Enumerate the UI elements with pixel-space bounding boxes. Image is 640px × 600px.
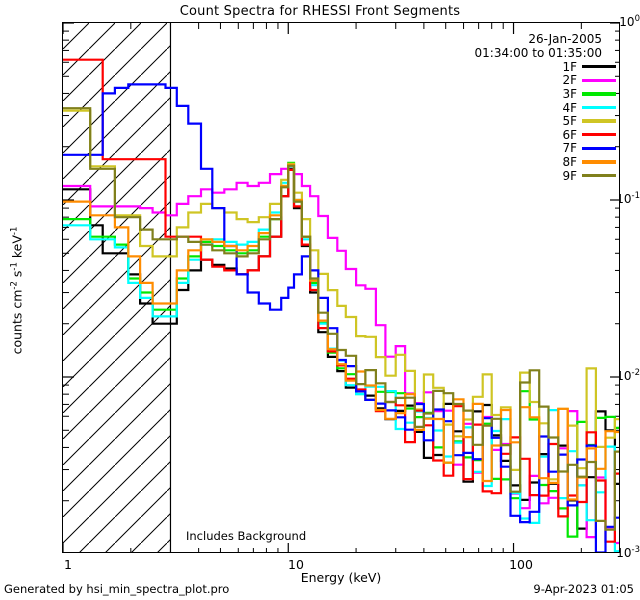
x-tick-label-1: 1 (64, 557, 72, 572)
legend-entry-3f: 3F (430, 87, 620, 101)
hatched-exclusion-region (63, 23, 172, 552)
y-axis-exp-1: -2 (9, 281, 20, 290)
legend-color-swatch (582, 78, 616, 83)
spectrum-line-9f (63, 107, 619, 531)
legend-entry-7f: 7F (430, 141, 620, 156)
legend: 26-Jan-2005 01:34:00 to 01:35:00 1F 2F 3F 4… (430, 32, 620, 183)
legend-entry-label: 4F (562, 100, 577, 115)
spectra-svg (63, 23, 619, 552)
x-tick-label-100: 100 (509, 557, 533, 572)
legend-entries: 1F 2F 3F 4F 5F 6F 7F 8F 9F (430, 60, 620, 183)
legend-color-swatch (582, 133, 616, 137)
legend-color-swatch (582, 119, 616, 123)
legend-entry-5f: 5F (430, 114, 620, 128)
timestamp-label: 9-Apr-2023 01:05 (533, 582, 634, 596)
x-tick-label-10: 10 (288, 557, 304, 572)
y-tick-label-1e-1: 10-1 (616, 191, 640, 206)
legend-entry-9f: 9F (430, 169, 620, 183)
legend-entry-label: 8F (562, 154, 577, 169)
legend-color-swatch (582, 92, 616, 96)
axis-ticks (63, 23, 619, 552)
spectrum-line-5f (63, 109, 619, 481)
legend-entry-label: 3F (562, 86, 577, 101)
y-axis-exp-3: -1 (9, 226, 20, 236)
y-axis-label-text-3: keV (9, 235, 25, 263)
legend-color-swatch (582, 105, 616, 110)
legend-entry-label: 6F (562, 127, 577, 142)
generated-by-label: Generated by hsi_min_spectra_plot.pro (4, 582, 230, 596)
legend-color-swatch (582, 173, 616, 178)
legend-color-swatch (582, 65, 616, 69)
plot-annotation: Includes Background Att A0, FDecim 1 (186, 504, 307, 552)
y-axis-exp-2: -1 (9, 262, 20, 271)
legend-entry-label: 1F (562, 59, 577, 74)
annotation-line-1: Includes Background (186, 529, 307, 543)
y-axis-label: counts cm-2 s-1 keV-1 (9, 31, 25, 551)
legend-entry-label: 5F (562, 114, 577, 129)
legend-entry-label: 9F (562, 168, 577, 183)
y-axis-label-text: counts cm (9, 289, 25, 355)
chart-title: Count Spectra for RHESSI Front Segments (179, 4, 461, 19)
spectra-curves (63, 58, 619, 552)
legend-time-range: 01:34:00 to 01:35:00 (474, 46, 602, 60)
legend-color-swatch (582, 146, 616, 151)
legend-entry-label: 2F (562, 73, 577, 88)
legend-entry-4f: 4F (430, 101, 620, 115)
plot-area: Includes Background Att A0, FDecim 1 (62, 22, 620, 553)
y-tick-label-1e-2: 10-2 (616, 368, 640, 383)
x-axis-label: Energy (keV) (300, 570, 382, 585)
y-tick-label-1e-3: 10-3 (616, 545, 640, 560)
legend-entry-label: 7F (562, 141, 577, 156)
legend-date: 26-Jan-2005 (528, 32, 602, 46)
legend-entry-2f: 2F (430, 73, 620, 88)
spectrum-line-8f (63, 163, 619, 501)
legend-entry-8f: 8F (430, 155, 620, 169)
legend-color-swatch (582, 160, 616, 164)
y-axis-label-text-2: s (9, 270, 25, 282)
spectrum-line-6f (63, 58, 619, 543)
legend-entry-6f: 6F (430, 128, 620, 142)
legend-entry-1f: 1F (430, 60, 620, 74)
y-tick-label-1e0: 100 (619, 14, 640, 29)
